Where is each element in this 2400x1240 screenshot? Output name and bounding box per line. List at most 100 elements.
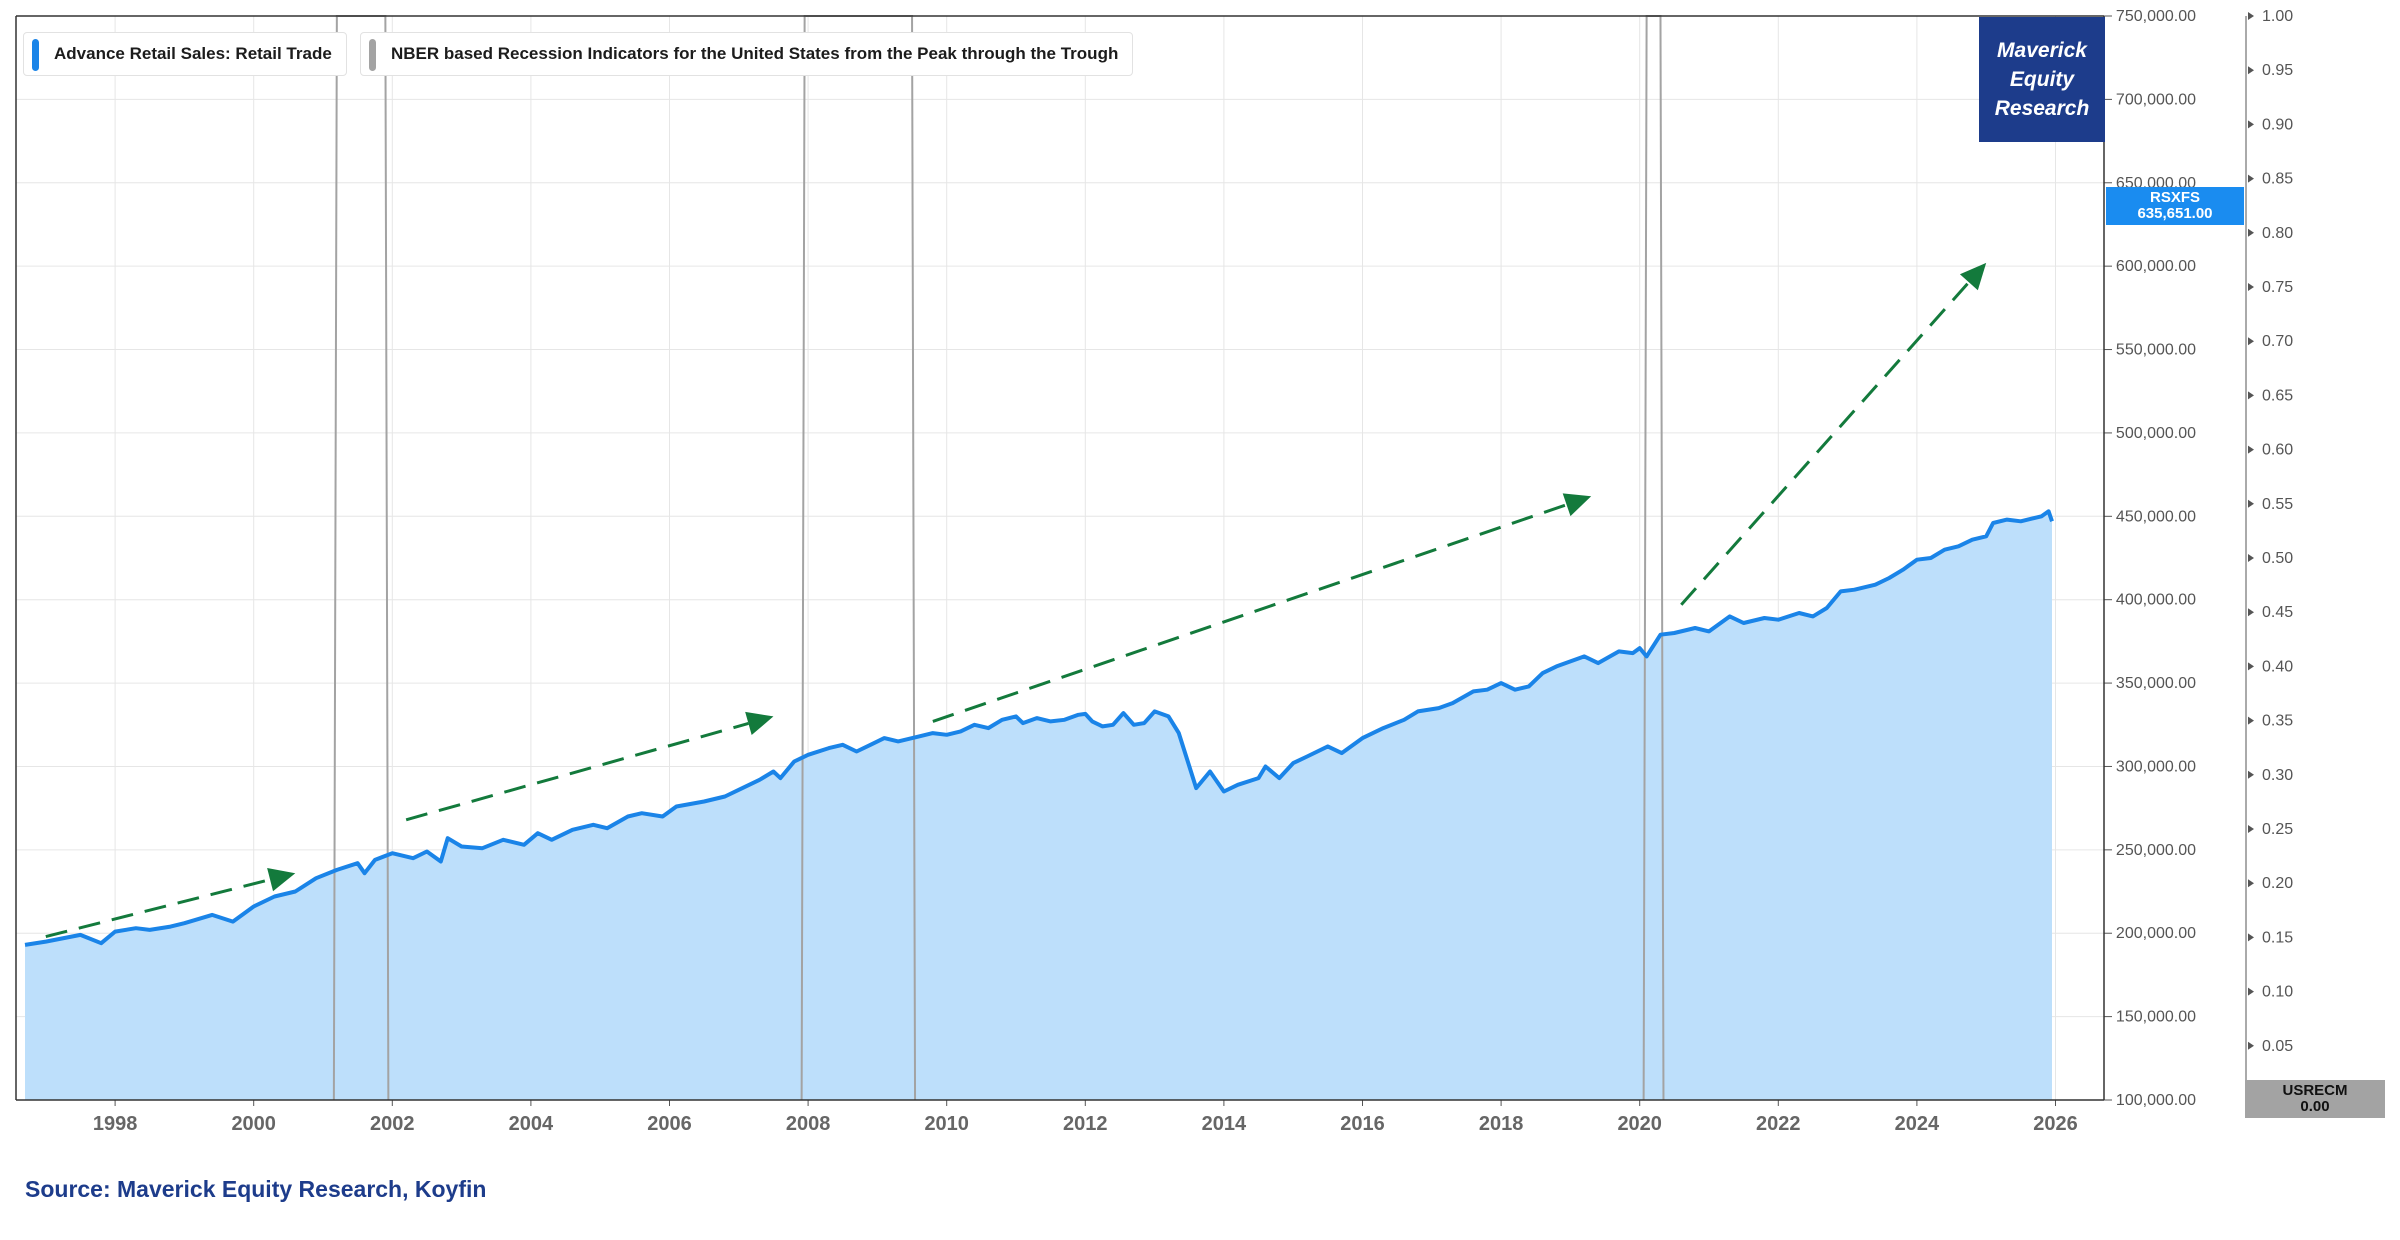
series-line-retail-sales (24, 509, 2054, 947)
badge-label: RSXFS (2149, 189, 2200, 206)
y2-tick-label: 0.70 (2262, 333, 2293, 350)
y2-tick (2248, 66, 2254, 75)
trend-arrow-line (1680, 281, 1971, 606)
y-axis-labels: 100,000.00 150,000.00 200,000.00 250,000.00… (2116, 8, 2196, 1109)
trend-arrows (45, 262, 1987, 939)
y2-tick (2248, 499, 2254, 508)
y2-tick-label: 0.20 (2262, 875, 2293, 892)
y-tick-label: 450,000.00 (2116, 508, 2196, 525)
y2-tick (2248, 662, 2254, 671)
axes (15, 12, 2254, 1106)
y2-tick (2248, 12, 2254, 20)
y2-tick (2248, 987, 2254, 996)
x-tick-label: 2006 (647, 1113, 692, 1135)
y2-tick (2248, 391, 2254, 400)
legend-label: Advance Retail Sales: Retail Trade (54, 44, 332, 63)
brand-line: Equity (2009, 68, 2075, 91)
x-tick-label: 2026 (2033, 1113, 2078, 1135)
y2-tick-label: 0.60 (2262, 442, 2293, 459)
y-tick-label: 750,000.00 (2116, 8, 2196, 25)
y2-tick (2248, 608, 2254, 617)
x-tick-label: 2022 (1756, 1113, 1801, 1135)
y2-tick-label: 0.80 (2262, 225, 2293, 242)
y-tick-label: 550,000.00 (2116, 342, 2196, 359)
y2-tick-label: 0.55 (2262, 496, 2293, 513)
x-tick-label: 2000 (231, 1113, 276, 1135)
line-layer (24, 509, 2054, 947)
trend-arrow-line (405, 722, 749, 822)
y-tick-label: 350,000.00 (2116, 675, 2196, 692)
y2-axis-labels: 0.000.050.100.150.200.250.300.350.400.45… (2262, 8, 2293, 1109)
x-tick-label: 2004 (509, 1113, 554, 1135)
y2-tick-label: 0.45 (2262, 604, 2293, 621)
area-fill-layer (25, 511, 2052, 1100)
badge-label: USRECM (2282, 1082, 2348, 1099)
y2-tick (2248, 554, 2254, 562)
y-tick-label: 200,000.00 (2116, 925, 2196, 942)
y2-tick-label: 1.00 (2262, 8, 2293, 25)
y2-tick (2248, 825, 2254, 833)
legend-swatch-gray (369, 39, 376, 71)
y2-tick-label: 0.75 (2262, 279, 2293, 296)
x-tick-label: 2012 (1063, 1113, 1108, 1135)
badge-value: 635,651.00 (2137, 205, 2213, 222)
trend-arrow-head (745, 711, 774, 736)
x-tick-label: 2016 (1340, 1113, 1385, 1135)
last-value-badge-usrecm: USRECM 0.00 (2245, 1080, 2385, 1118)
y-tick-label: 100,000.00 (2116, 1092, 2196, 1109)
y2-tick-label: 0.25 (2262, 821, 2293, 838)
x-tick-label: 2008 (786, 1113, 831, 1135)
last-value-badge-rsxfs: RSXFS 635,651.00 (2106, 187, 2244, 225)
x-tick-label: 2018 (1479, 1113, 1524, 1135)
y-tick-label: 400,000.00 (2116, 592, 2196, 609)
y2-tick (2248, 445, 2254, 454)
y2-tick-label: 0.30 (2262, 767, 2293, 784)
legend-item-retail-sales[interactable]: Advance Retail Sales: Retail Trade (23, 32, 347, 76)
source-caption: Source: Maverick Equity Research, Koyfin (25, 1176, 487, 1202)
brand-line: Research (1994, 97, 2090, 120)
y2-tick (2248, 120, 2254, 129)
x-tick-label: 2010 (924, 1113, 969, 1135)
y2-tick (2248, 933, 2254, 942)
trend-arrow-line (932, 503, 1568, 723)
y2-tick-label: 0.10 (2262, 984, 2293, 1001)
y2-tick (2248, 770, 2254, 779)
x-tick-label: 2014 (1202, 1113, 1247, 1135)
y2-tick (2248, 228, 2254, 237)
y-tick-label: 700,000.00 (2116, 91, 2196, 108)
y2-tick (2248, 716, 2254, 725)
x-tick-label: 1998 (93, 1113, 138, 1135)
y2-tick-label: 0.15 (2262, 929, 2293, 946)
area-fill (25, 511, 2052, 1100)
legend-swatch-blue (32, 39, 39, 71)
y2-tick-label: 0.50 (2262, 550, 2293, 567)
brand-line: Maverick (1997, 39, 2087, 62)
y2-tick-label: 0.90 (2262, 116, 2293, 133)
x-tick-label: 2020 (1617, 1113, 1662, 1135)
x-tick-label: 2002 (370, 1113, 415, 1135)
trend-arrow-head (1959, 262, 1987, 291)
brand-logo: Maverick Equity Research (1979, 17, 2105, 142)
y-tick-label: 500,000.00 (2116, 425, 2196, 442)
legend-label: NBER based Recession Indicators for the … (391, 44, 1119, 63)
legend-item-recession[interactable]: NBER based Recession Indicators for the … (360, 32, 1134, 76)
y2-tick (2248, 879, 2254, 888)
y2-tick-label: 0.05 (2262, 1038, 2293, 1055)
trend-arrow-head (1562, 493, 1592, 517)
y-tick-label: 150,000.00 (2116, 1009, 2196, 1026)
x-axis-labels: 1998 2000 2002 2004 2006 2008 2010 2012 2014 2016… (93, 1113, 2078, 1135)
y-tick-label: 300,000.00 (2116, 758, 2196, 775)
y2-tick (2248, 1041, 2254, 1050)
y2-tick-label: 0.65 (2262, 387, 2293, 404)
y2-tick-label: 0.40 (2262, 658, 2293, 675)
y2-tick (2248, 283, 2254, 291)
x-tick-label: 2024 (1895, 1113, 1940, 1135)
y2-tick-label: 0.35 (2262, 713, 2293, 730)
y2-tick (2248, 174, 2254, 183)
y2-tick-label: 0.85 (2262, 171, 2293, 188)
y2-tick-label: 0.95 (2262, 62, 2293, 79)
trend-arrow-head (267, 867, 296, 892)
y-tick-label: 250,000.00 (2116, 842, 2196, 859)
y2-tick (2248, 337, 2254, 346)
